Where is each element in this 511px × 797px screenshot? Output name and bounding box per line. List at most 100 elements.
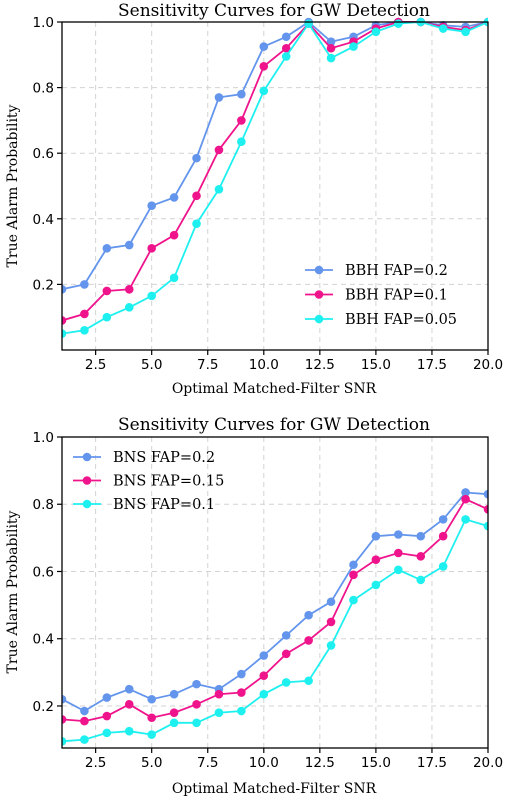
legend-label: BNS FAP=0.2 (113, 450, 215, 466)
chart-bottom: Sensitivity Curves for GW Detection Opti… (5, 415, 503, 797)
legend-swatch-marker (82, 499, 92, 509)
legend-swatch-marker (82, 452, 92, 462)
data-point (169, 273, 179, 283)
data-point (214, 184, 224, 194)
y-tick-label: 0.2 (33, 277, 54, 293)
x-axis-label: Optimal Matched-Filter SNR (172, 781, 377, 797)
x-tick-label: 2.5 (85, 357, 106, 373)
data-point (62, 316, 67, 325)
data-point (394, 19, 403, 28)
data-point (237, 669, 246, 679)
data-point (147, 694, 156, 704)
data-point (438, 24, 448, 33)
data-point (62, 715, 67, 724)
data-point (461, 27, 470, 37)
data-point (416, 531, 426, 541)
data-point (371, 580, 381, 590)
data-point (259, 42, 269, 51)
data-point (461, 515, 470, 524)
data-point (147, 201, 156, 210)
data-point (304, 19, 313, 28)
data-point (371, 531, 381, 541)
data-point (80, 309, 89, 319)
y-tick-label: 0.4 (33, 632, 54, 648)
y-tick-label: 1.0 (33, 430, 54, 446)
data-point (304, 636, 313, 645)
data-point (214, 689, 224, 699)
data-point (102, 312, 112, 322)
data-point (147, 713, 156, 723)
x-tick-label: 2.5 (85, 755, 106, 771)
series-3 (62, 515, 488, 746)
data-point (394, 530, 403, 539)
legend-swatch-marker (82, 476, 92, 485)
data-point (102, 693, 112, 702)
data-point (62, 736, 67, 746)
x-tick-label: 10.0 (249, 357, 279, 373)
data-point (147, 730, 156, 739)
data-point (80, 716, 89, 726)
data-point (326, 43, 336, 53)
series-line (62, 20, 488, 291)
data-point (214, 93, 224, 102)
grid (62, 437, 488, 748)
data-point (326, 597, 336, 607)
data-point (102, 711, 112, 721)
data-point (124, 240, 134, 250)
data-point (169, 193, 179, 202)
y-axis-label: True Alarm Probability (5, 104, 21, 267)
x-tick-label: 5.0 (141, 755, 162, 771)
data-point (237, 706, 246, 716)
data-point (349, 560, 358, 570)
data-point (349, 570, 358, 580)
legend: BBH FAP=0.2 BBH FAP=0.1 BBH FAP=0.05 (305, 263, 457, 328)
data-point (147, 291, 156, 301)
data-point (80, 280, 89, 289)
x-tick-label: 15.0 (361, 755, 391, 771)
data-point (169, 708, 179, 717)
x-tick-label: 20.0 (473, 755, 503, 771)
data-point (438, 531, 448, 541)
series-2 (62, 494, 488, 726)
data-point (62, 329, 67, 338)
grid (62, 22, 488, 350)
y-tick-label: 0.4 (33, 212, 54, 228)
plot-frame (61, 21, 489, 351)
data-point (281, 43, 291, 53)
chart-title: Sensitivity Curves for GW Detection (118, 415, 430, 435)
data-point (259, 671, 269, 681)
data-point (394, 548, 403, 558)
data-point (124, 726, 134, 736)
x-tick-label: 12.5 (305, 357, 335, 373)
data-point (326, 617, 336, 627)
legend-label: BNS FAP=0.1 (113, 497, 215, 513)
x-axis-label: Optimal Matched-Filter SNR (172, 381, 377, 397)
data-point (483, 489, 488, 499)
data-point (237, 688, 246, 697)
x-tick-label: 15.0 (361, 357, 391, 373)
y-tick-label: 1.0 (33, 15, 54, 31)
chart-top: Sensitivity Curves for GW Detection Opti… (5, 1, 503, 397)
data-point (169, 689, 179, 699)
data-point (326, 53, 336, 63)
data-point (349, 595, 358, 605)
data-point (259, 689, 269, 699)
data-point (102, 728, 112, 738)
x-tick-label: 7.5 (197, 755, 218, 771)
legend-swatch-marker (314, 290, 324, 299)
data-point (461, 488, 470, 497)
data-point (124, 303, 134, 312)
data-point (192, 219, 201, 229)
y-tick-label: 0.6 (33, 146, 54, 162)
data-point (259, 651, 269, 660)
x-tick-label: 17.5 (417, 755, 447, 771)
x-tick-label: 12.5 (305, 755, 335, 771)
data-point (237, 89, 246, 99)
x-tick-label: 10.0 (249, 755, 279, 771)
x-tick-label: 20.0 (473, 357, 503, 373)
data-point (102, 244, 112, 253)
data-point (349, 42, 358, 51)
data-point (281, 649, 291, 659)
data-point (62, 285, 67, 294)
legend-label: BBH FAP=0.05 (345, 312, 457, 328)
